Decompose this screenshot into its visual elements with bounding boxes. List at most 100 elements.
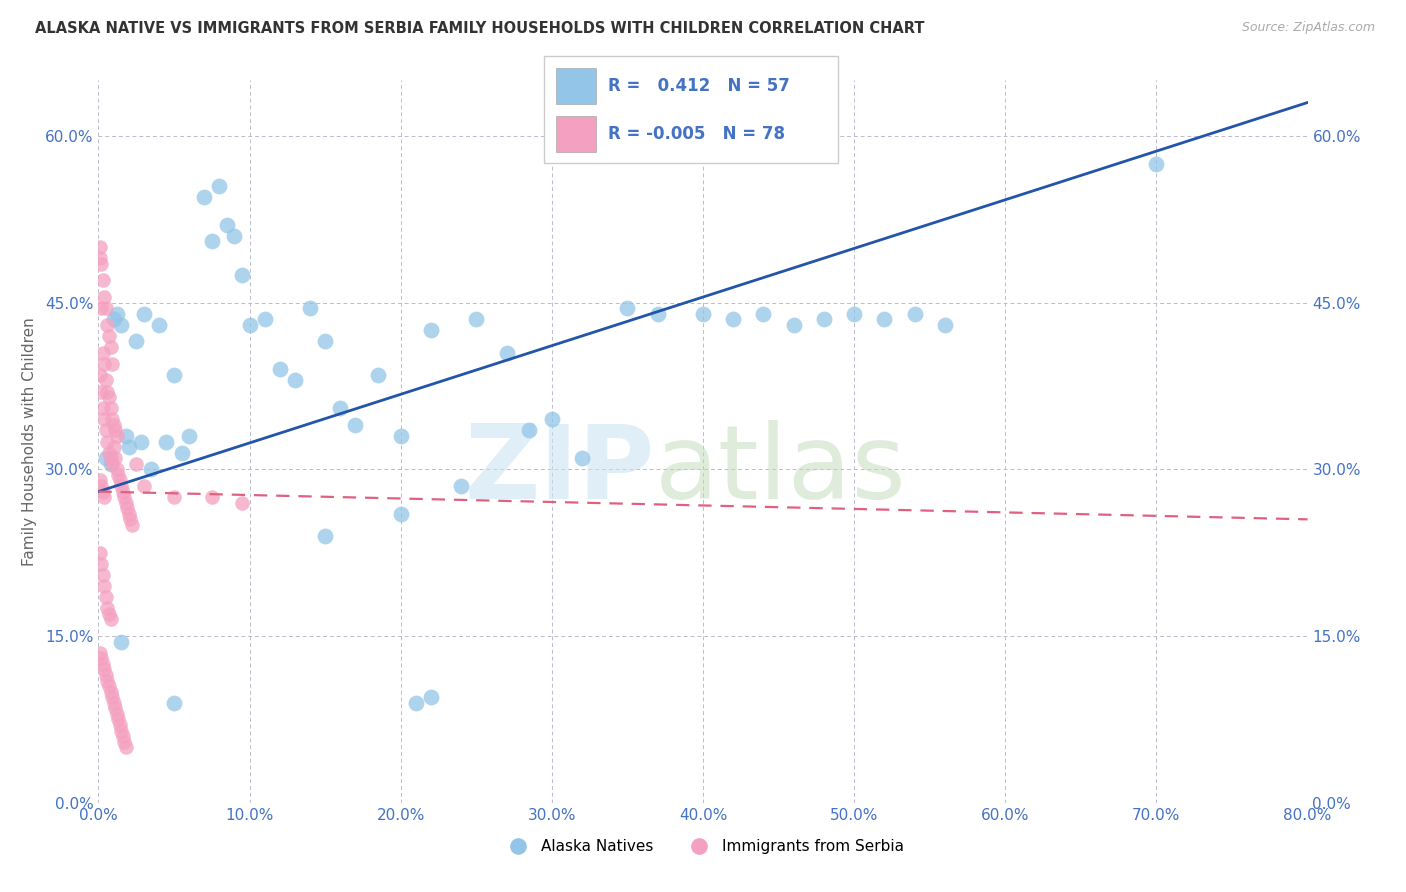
Point xyxy=(105,307,128,321)
Point xyxy=(91,273,114,287)
Point xyxy=(89,546,111,560)
Y-axis label: Family Households with Children: Family Households with Children xyxy=(21,318,37,566)
Point xyxy=(129,434,152,449)
Point xyxy=(540,412,562,426)
Point xyxy=(112,490,135,504)
Point xyxy=(193,190,215,204)
Point xyxy=(98,390,121,404)
Point xyxy=(813,312,835,326)
Point xyxy=(253,312,276,326)
Point xyxy=(90,651,112,665)
Point xyxy=(93,490,115,504)
Point xyxy=(93,290,115,304)
Point xyxy=(450,479,472,493)
FancyBboxPatch shape xyxy=(544,56,838,163)
Point xyxy=(389,507,412,521)
Point xyxy=(163,696,186,710)
Point xyxy=(111,729,134,743)
Point xyxy=(571,451,593,466)
Point xyxy=(692,307,714,321)
Point xyxy=(103,312,125,326)
Point xyxy=(148,318,170,332)
Point xyxy=(98,679,121,693)
Point xyxy=(101,690,124,705)
Text: R = -0.005   N = 78: R = -0.005 N = 78 xyxy=(607,125,785,143)
Point xyxy=(299,301,322,315)
Point xyxy=(94,373,117,387)
Point xyxy=(224,228,246,243)
Point xyxy=(104,701,127,715)
Point xyxy=(114,429,136,443)
Text: ZIP: ZIP xyxy=(464,420,655,521)
Point xyxy=(904,307,927,321)
Point xyxy=(90,257,112,271)
Point xyxy=(104,451,127,466)
Point xyxy=(314,529,336,543)
Point xyxy=(1146,156,1168,170)
Point xyxy=(120,512,142,526)
Point xyxy=(118,507,141,521)
Point xyxy=(101,412,124,426)
Point xyxy=(100,684,122,698)
Point xyxy=(110,479,132,493)
Point xyxy=(723,312,745,326)
Point xyxy=(121,517,143,532)
Point xyxy=(405,696,427,710)
Point xyxy=(155,434,177,449)
Point xyxy=(90,479,112,493)
Point xyxy=(112,734,135,748)
Legend: Alaska Natives, Immigrants from Serbia: Alaska Natives, Immigrants from Serbia xyxy=(496,833,910,860)
Point xyxy=(115,501,138,516)
Point xyxy=(98,607,121,621)
Point xyxy=(344,417,367,432)
Bar xyxy=(557,68,596,103)
Point xyxy=(103,696,125,710)
Point xyxy=(98,329,121,343)
Point xyxy=(367,368,389,382)
Point xyxy=(111,484,134,499)
Point xyxy=(616,301,638,315)
Point xyxy=(103,440,125,454)
Point xyxy=(103,417,125,432)
Point xyxy=(94,668,117,682)
Point xyxy=(108,718,131,732)
Text: ALASKA NATIVE VS IMMIGRANTS FROM SERBIA FAMILY HOUSEHOLDS WITH CHILDREN CORRELAT: ALASKA NATIVE VS IMMIGRANTS FROM SERBIA … xyxy=(35,21,925,36)
Point xyxy=(125,334,148,349)
Point xyxy=(100,401,122,416)
Point xyxy=(94,301,117,315)
Point xyxy=(90,384,112,399)
Point xyxy=(96,601,118,615)
Point xyxy=(495,345,517,359)
Point xyxy=(94,451,117,466)
Point xyxy=(94,590,117,604)
Point xyxy=(118,440,141,454)
Point xyxy=(420,323,443,337)
Point xyxy=(93,357,115,371)
Point xyxy=(420,690,443,705)
Point xyxy=(90,557,112,571)
Point xyxy=(125,457,148,471)
Point xyxy=(239,318,262,332)
Point xyxy=(89,368,111,382)
Point xyxy=(465,312,488,326)
Point xyxy=(100,340,122,354)
Point xyxy=(93,579,115,593)
Point xyxy=(105,462,128,476)
Point xyxy=(215,218,238,232)
Point xyxy=(231,268,253,282)
Point xyxy=(170,445,193,459)
Point xyxy=(314,334,336,349)
Point xyxy=(105,429,128,443)
Point xyxy=(96,384,118,399)
Point xyxy=(104,424,127,438)
Point xyxy=(100,451,122,466)
Point xyxy=(91,568,114,582)
Point xyxy=(98,445,121,459)
Point xyxy=(517,424,540,438)
Point xyxy=(110,634,132,648)
Point xyxy=(96,434,118,449)
Point xyxy=(647,307,669,321)
Point xyxy=(101,357,124,371)
Point xyxy=(231,496,253,510)
Point xyxy=(114,740,136,755)
